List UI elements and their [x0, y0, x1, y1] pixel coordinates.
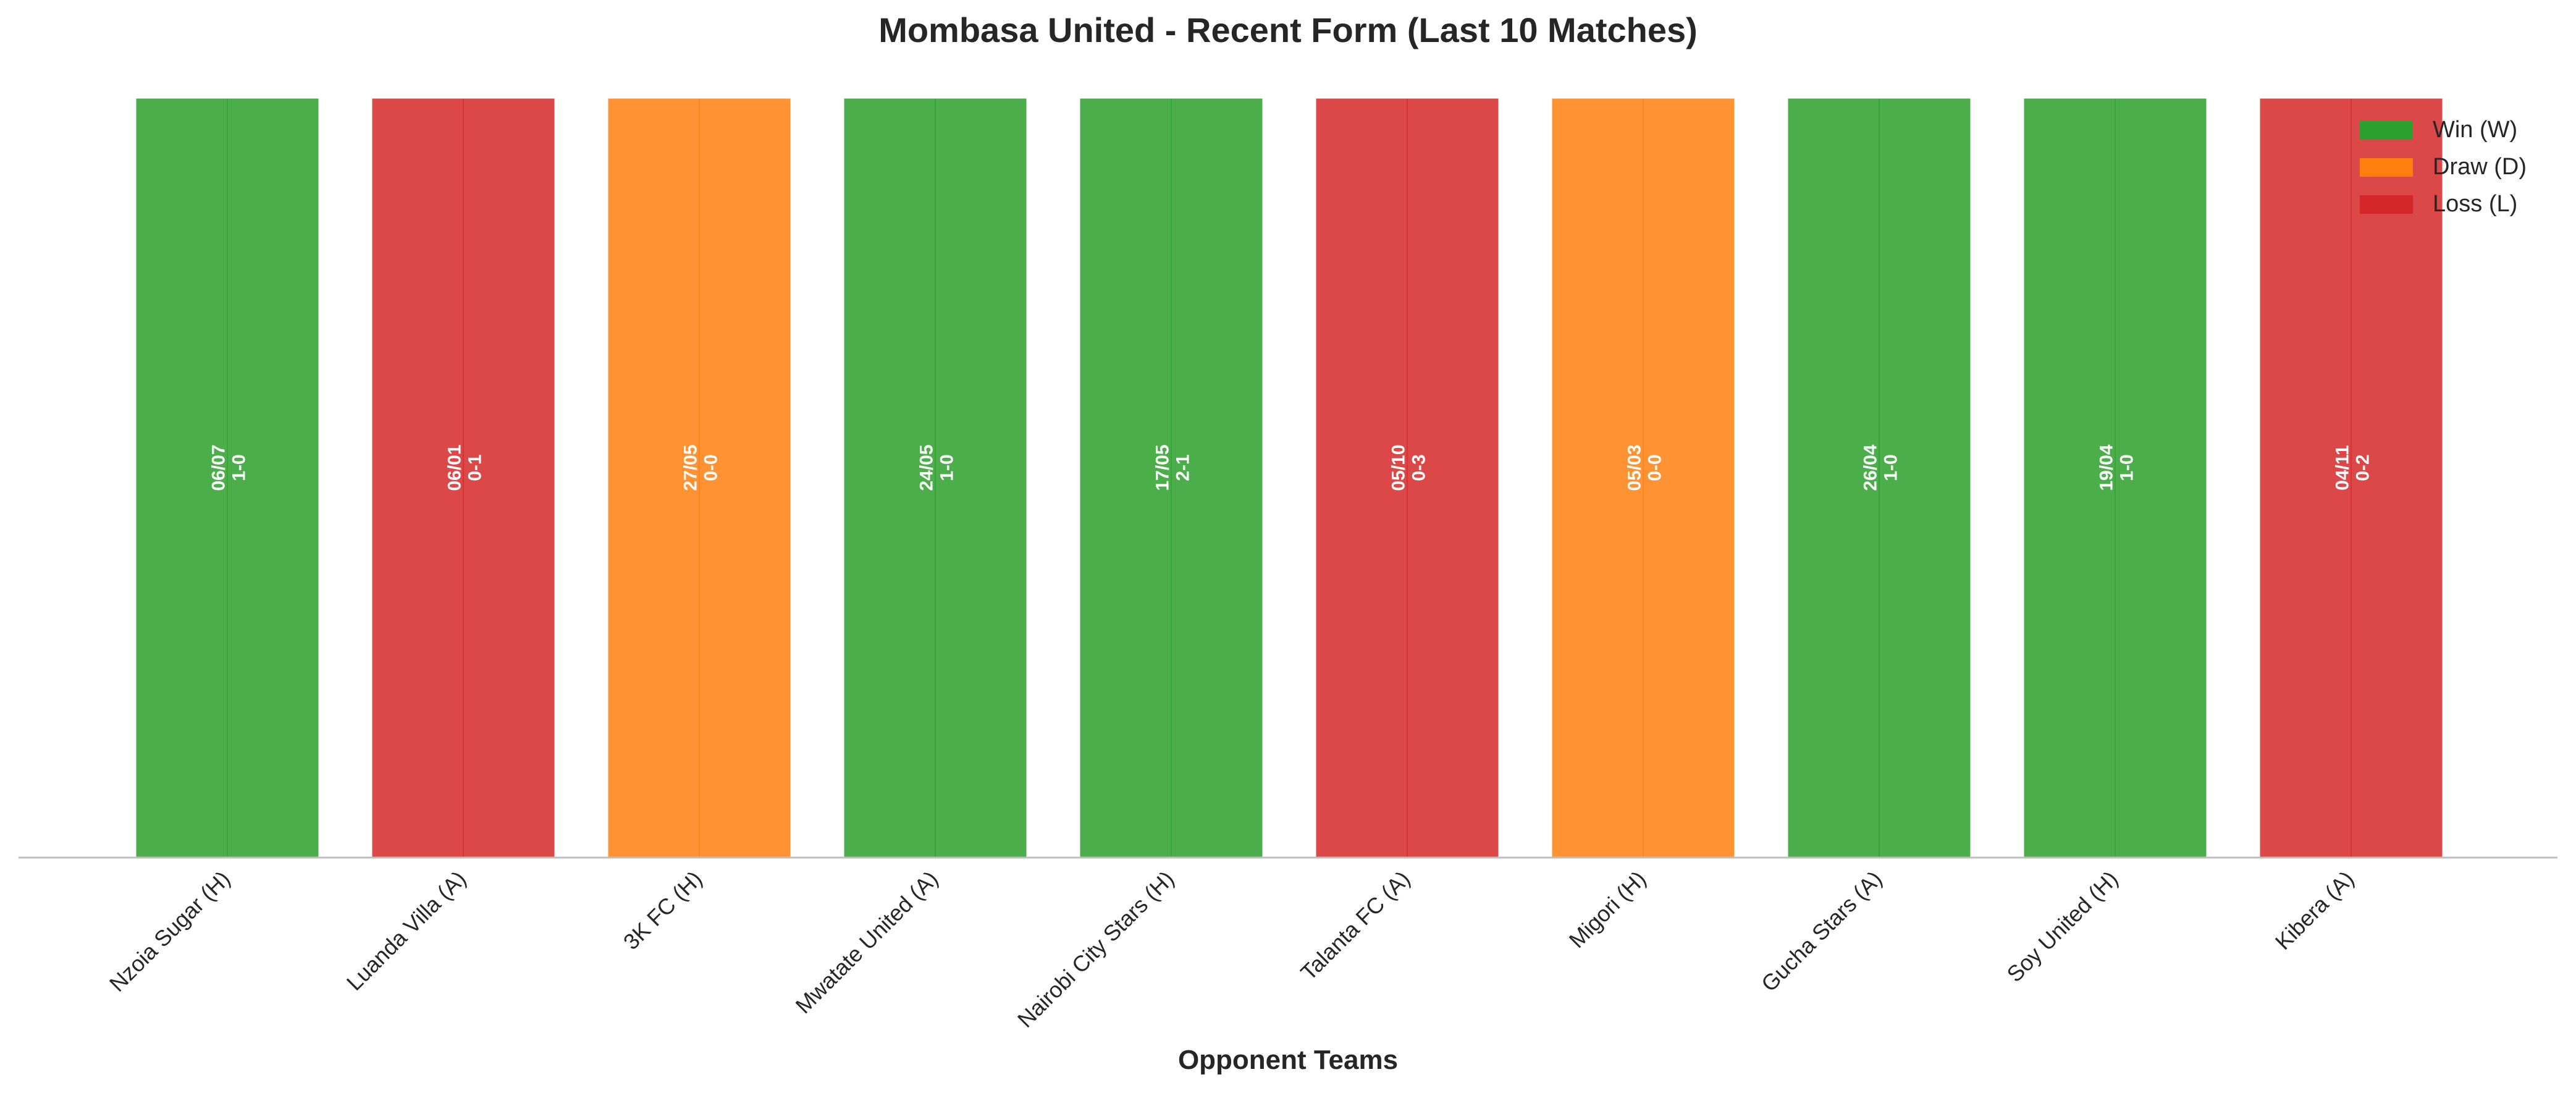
match-date: 17/05 — [1153, 444, 1173, 491]
x-tick-label: Nzoia Sugar (H) — [104, 866, 235, 996]
bar-data-label: 24/051-0 — [917, 444, 958, 491]
x-tick-label: Kibera (A) — [2270, 866, 2359, 955]
bar-group: 05/100-3 — [1314, 96, 1501, 859]
match-score: 0-0 — [1645, 454, 1665, 481]
bar-group: 06/010-1 — [370, 96, 557, 859]
x-tick-label: Migori (H) — [1564, 866, 1651, 953]
legend: Win (W) Draw (D) Loss (L) — [2360, 117, 2527, 217]
bar-group: 04/110-2 — [2258, 96, 2444, 859]
match-date: 27/05 — [681, 444, 701, 491]
match-score: 0-1 — [465, 454, 486, 481]
match-score: 2-1 — [1173, 454, 1193, 481]
bar-data-label: 05/030-0 — [1625, 444, 1665, 491]
legend-item: Draw (D) — [2360, 154, 2527, 180]
bar-group: 27/050-0 — [606, 96, 793, 859]
bar-data-label: 17/052-1 — [1153, 444, 1193, 491]
match-date: 26/04 — [1861, 444, 1881, 491]
x-tick-label: Gucha Stars (A) — [1756, 866, 1887, 996]
match-score: 1-0 — [229, 454, 250, 481]
bar-data-label: 27/050-0 — [681, 444, 722, 491]
match-score: 1-0 — [937, 454, 958, 481]
bar-group: 06/071-0 — [134, 96, 321, 859]
bar-group: 26/041-0 — [1786, 96, 1972, 859]
match-date: 06/07 — [209, 444, 229, 491]
bar-data-label: 04/110-2 — [2333, 445, 2373, 490]
legend-swatch — [2360, 195, 2413, 214]
match-date: 06/01 — [445, 444, 465, 491]
legend-swatch — [2360, 121, 2413, 140]
match-score: 0-2 — [2353, 454, 2373, 481]
legend-item: Win (W) — [2360, 117, 2517, 143]
chart-title: Mombasa United - Recent Form (Last 10 Ma… — [878, 11, 1698, 49]
legend-swatch — [2360, 158, 2413, 177]
bar-group: 17/052-1 — [1078, 96, 1265, 859]
x-tick-labels: Nzoia Sugar (H) Luanda Villa (A) 3K FC (H)… — [104, 866, 2359, 1032]
match-date: 05/10 — [1389, 444, 1409, 491]
match-date: 04/11 — [2333, 445, 2353, 490]
bars-layer: 06/071-0 06/010-1 27/050-0 24/051-0 17/052-1… — [134, 96, 2444, 859]
match-date: 24/05 — [917, 444, 937, 491]
match-date: 05/03 — [1625, 444, 1645, 491]
x-tick-label: Mwatate United (A) — [791, 866, 943, 1018]
legend-label: Draw (D) — [2433, 154, 2527, 180]
bar-data-label: 06/071-0 — [209, 444, 250, 491]
match-score: 1-0 — [2117, 454, 2137, 481]
x-tick-label: Nairobi City Stars (H) — [1012, 866, 1179, 1032]
bar-group: 24/051-0 — [842, 96, 1029, 859]
legend-label: Win (W) — [2433, 117, 2517, 143]
x-axis-label: Opponent Teams — [1178, 1045, 1398, 1075]
match-score: 0-0 — [701, 454, 722, 481]
match-score: 0-3 — [1409, 454, 1429, 481]
legend-label: Loss (L) — [2433, 191, 2517, 217]
x-tick-label: Luanda Villa (A) — [342, 866, 471, 995]
bar-data-label: 06/010-1 — [445, 444, 486, 491]
bar-group: 19/041-0 — [2022, 96, 2208, 859]
match-score: 1-0 — [1881, 454, 1901, 481]
bar-data-label: 26/041-0 — [1861, 444, 1901, 491]
bar-group: 05/030-0 — [1550, 96, 1736, 859]
bar-data-label: 19/041-0 — [2097, 444, 2137, 491]
x-tick-label: 3K FC (H) — [618, 866, 707, 955]
legend-item: Loss (L) — [2360, 191, 2517, 217]
x-tick-label: Talanta FC (A) — [1295, 866, 1415, 985]
match-date: 19/04 — [2097, 444, 2117, 491]
bar-data-label: 05/100-3 — [1389, 444, 1429, 491]
x-tick-label: Soy United (H) — [2001, 866, 2123, 987]
